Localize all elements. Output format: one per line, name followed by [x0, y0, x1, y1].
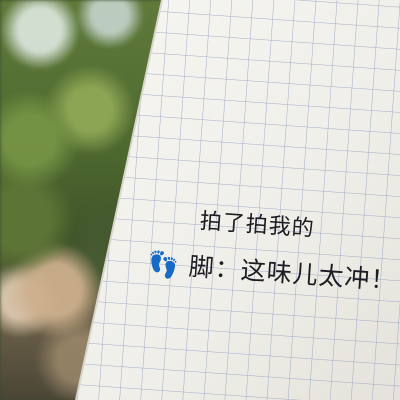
paper-grid — [76, 0, 400, 400]
paper-edge — [75, 0, 163, 400]
